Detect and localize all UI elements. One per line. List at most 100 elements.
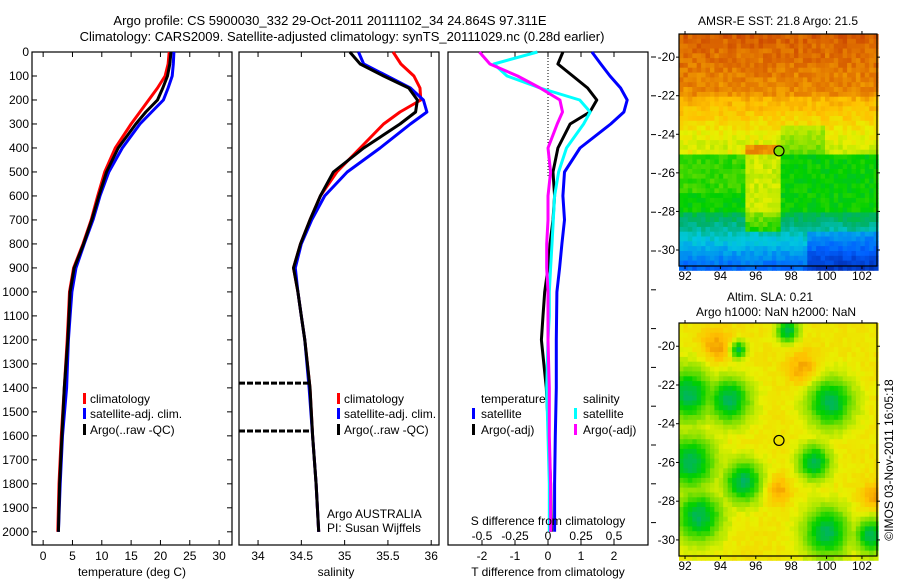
map-cell <box>776 96 782 103</box>
map-cell <box>855 53 861 59</box>
map-cell <box>714 332 720 339</box>
map-cell <box>873 91 879 98</box>
map-cell <box>692 183 698 189</box>
map-cell <box>829 385 835 392</box>
map-cell <box>851 429 857 435</box>
map-cell <box>758 482 764 489</box>
map-cell <box>816 429 822 435</box>
map-cell <box>763 241 768 247</box>
map-cell <box>696 217 702 223</box>
map-cell <box>771 419 777 426</box>
map-cell <box>825 419 830 426</box>
map-cell <box>851 327 857 334</box>
map-cell <box>816 34 822 40</box>
map-cell <box>687 497 693 503</box>
map-cell <box>864 337 870 343</box>
map-cell <box>710 356 715 363</box>
map-cell <box>802 323 808 329</box>
map-cell <box>696 419 702 426</box>
map-cell <box>873 255 879 262</box>
map-cell <box>679 207 684 213</box>
map-cell <box>767 173 773 180</box>
figure-title-line2: Climatology: CARS2009. Satellite-adjuste… <box>80 29 605 44</box>
map-cell <box>754 116 760 122</box>
map-cell <box>767 521 773 527</box>
map-cell <box>833 226 839 233</box>
map-cell <box>838 444 844 450</box>
map-cell <box>763 395 768 401</box>
map-cell <box>816 434 822 440</box>
map-cell <box>811 159 817 165</box>
map-cell <box>825 193 830 199</box>
map-cell <box>838 507 844 513</box>
x-tick-label: -2 <box>477 549 488 563</box>
map-cell <box>687 323 693 329</box>
map-cell <box>749 405 755 411</box>
map-cell <box>838 140 844 146</box>
map-cell <box>789 555 795 561</box>
map-cell <box>736 323 742 329</box>
map-cell <box>758 366 764 372</box>
map-cell <box>701 58 707 64</box>
map-cell <box>701 111 707 117</box>
lon-tick-label: 92 <box>678 559 692 573</box>
map-cell <box>745 366 751 372</box>
map-cell <box>829 376 835 382</box>
map-cell <box>833 424 839 431</box>
map-cell <box>763 251 768 257</box>
series-line-argo-raw-qc- <box>292 51 419 532</box>
argo-position-marker <box>773 145 785 157</box>
lon-tick-label: 102 <box>852 559 872 573</box>
map-cell <box>807 356 813 363</box>
map-cell <box>869 212 875 218</box>
map-cell <box>679 332 684 339</box>
map-cell <box>833 448 839 455</box>
map-cell <box>851 125 857 131</box>
map-cell <box>851 173 857 180</box>
map-cell <box>789 463 795 469</box>
map-cell <box>816 120 822 127</box>
map-cell <box>736 356 742 363</box>
map-cell <box>727 255 733 262</box>
map-cell <box>842 477 848 484</box>
map-cell <box>842 116 848 122</box>
map-cell <box>683 140 689 146</box>
map-cell <box>767 497 773 503</box>
map-cell <box>767 366 773 372</box>
map-cell <box>736 222 742 228</box>
map-cell <box>829 202 835 209</box>
map-cell <box>816 38 822 45</box>
map-cell <box>838 487 844 493</box>
map-cell <box>802 521 808 527</box>
map-cell <box>767 222 773 228</box>
map-cell <box>710 193 715 199</box>
map-cell <box>807 154 813 160</box>
map-cell <box>798 62 804 69</box>
map-cell <box>816 207 822 213</box>
map-cell <box>745 202 751 209</box>
map-cell <box>701 400 707 406</box>
map-cell <box>838 217 844 223</box>
map-cell <box>718 366 724 372</box>
map-cell <box>679 482 684 489</box>
map-cell <box>807 361 813 368</box>
map-cell <box>860 246 866 252</box>
map-cell <box>696 231 702 238</box>
map-cell <box>802 536 808 542</box>
map-cell <box>771 366 777 372</box>
map-cell <box>696 255 702 262</box>
map-cell <box>758 434 764 440</box>
map-cell <box>732 468 738 474</box>
map-cell <box>701 361 707 368</box>
map-cell <box>771 381 777 387</box>
map-cell <box>740 193 746 199</box>
map-cell <box>771 135 777 141</box>
map-cell <box>723 96 729 103</box>
map-cell <box>705 400 711 406</box>
map-cell <box>771 125 777 131</box>
legend-swatch-s-argo <box>574 424 577 435</box>
map-cell <box>851 202 857 209</box>
map-cell <box>710 62 715 69</box>
map-cell <box>679 222 684 228</box>
map-cell <box>727 521 733 527</box>
